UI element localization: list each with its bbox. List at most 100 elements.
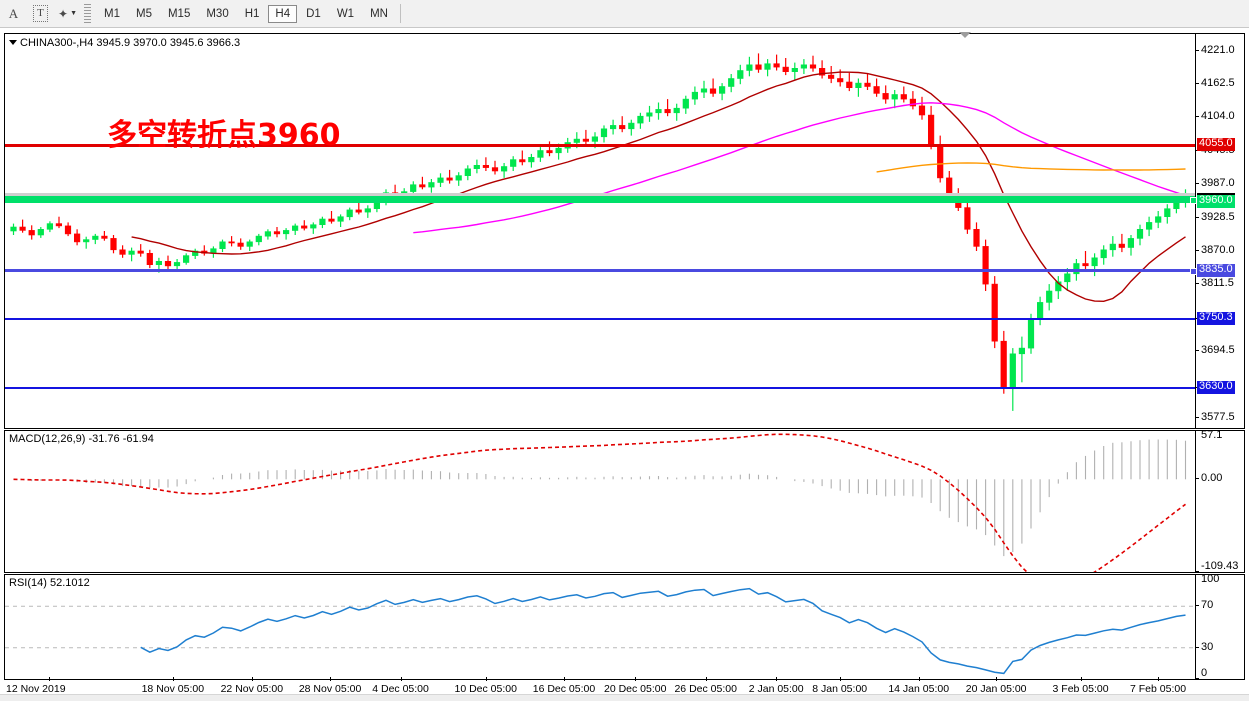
rsi-tick-label: 0 <box>1201 667 1208 679</box>
tick-mark <box>1196 82 1199 84</box>
tick-mark <box>1196 49 1199 51</box>
text-tool-icon[interactable]: A <box>8 5 19 21</box>
pivot-3960-line[interactable] <box>5 196 1195 204</box>
resistance-4055-axis-label[interactable]: 4055.0 <box>1197 137 1235 152</box>
collapse-triangle-icon[interactable] <box>9 40 17 45</box>
level-value: 3750.3 <box>1199 311 1233 324</box>
macd-signal-line <box>13 433 1186 572</box>
tick-mark <box>1196 216 1199 218</box>
time-tick <box>635 677 637 681</box>
time-tick <box>705 677 707 681</box>
time-axis-label: 2 Jan 05:00 <box>748 683 804 695</box>
timeframe-m1[interactable]: M1 <box>104 7 120 20</box>
price-chart-panel[interactable]: 多空转折点3960 4221.04162.54104.04045.53987.0… <box>4 33 1245 429</box>
support-3750-axis-label[interactable]: 3750.3 <box>1197 311 1235 326</box>
tick-mark <box>1196 478 1199 480</box>
timeframe-mn[interactable]: MN <box>370 7 388 20</box>
time-axis-label: 10 Dec 05:00 <box>454 683 517 695</box>
time-axis-label: 3 Feb 05:00 <box>1052 683 1109 695</box>
tick-mark <box>1196 430 1199 431</box>
support-3835-axis-label[interactable]: 3835.0 <box>1197 262 1235 277</box>
time-axis-label: 28 Nov 05:00 <box>298 683 362 695</box>
rsi-header: RSI(14) 52.1012 <box>9 577 90 589</box>
resistance-4055-line[interactable] <box>5 143 1195 147</box>
objects-glyph: ✦ <box>58 6 69 21</box>
timeframe-h1[interactable]: H1 <box>244 7 260 20</box>
time-tick <box>251 677 253 681</box>
time-axis-label: 14 Jan 05:00 <box>888 683 950 695</box>
time-tick <box>172 677 174 681</box>
macd-axis: 57.1 0.00 -109.43 <box>1195 429 1244 572</box>
timeframe-d1[interactable]: D1 <box>306 7 321 20</box>
ma-fast-line <box>131 71 1186 303</box>
price-panel-header: CHINA300-,H4 3945.9 3970.0 3945.6 3966.3 <box>9 37 240 49</box>
price-axis[interactable]: 4221.04162.54104.04045.53987.03928.53870… <box>1190 34 1244 428</box>
support-3750-line[interactable] <box>5 318 1195 321</box>
rsi-plot-area[interactable] <box>5 575 1195 679</box>
ma-slow-line <box>876 162 1186 173</box>
time-axis-label: 12 Nov 2019 <box>6 683 66 695</box>
timeframe-m5[interactable]: M5 <box>135 7 152 20</box>
time-tick <box>563 677 565 681</box>
ma-mid-line <box>413 102 1186 234</box>
price-tick-label: 3870.0 <box>1201 243 1235 256</box>
chart-top-marker-icon[interactable] <box>959 32 971 38</box>
tick-mark <box>1196 249 1199 251</box>
time-axis-label: 20 Jan 05:00 <box>965 683 1027 695</box>
time-tick <box>839 677 841 681</box>
timeframe-group: M1 M5 M15 M30 H1 H4 D1 W1 MN <box>96 4 396 23</box>
tick-mark <box>1196 417 1199 418</box>
price-tick-label: 3987.0 <box>1201 177 1235 190</box>
text-label-tool-icon[interactable]: T <box>27 3 54 24</box>
macd-panel[interactable]: 57.1 0.00 -109.43 MACD(12,26,9) -31.76 -61… <box>4 429 1245 573</box>
macd-tick-label: 57.1 <box>1201 429 1223 441</box>
level-value: 3835.0 <box>1199 262 1233 275</box>
price-plot-area[interactable]: 多空转折点3960 <box>5 34 1195 428</box>
timeframe-m15[interactable]: M15 <box>167 7 191 20</box>
support-3630-line[interactable] <box>5 387 1195 390</box>
time-axis-label: 7 Feb 05:00 <box>1129 683 1187 695</box>
time-axis-label: 4 Dec 05:00 <box>372 683 429 695</box>
macd-svg <box>13 433 1187 572</box>
time-tick <box>48 677 50 681</box>
price-tick-label: 4221.0 <box>1201 43 1235 56</box>
pivot-3960-shadow <box>5 192 1195 196</box>
time-tick <box>400 677 402 681</box>
time-tick <box>1158 677 1160 681</box>
toolbar-drag-handle[interactable] <box>84 4 91 23</box>
support-3835-drag-handle[interactable] <box>1190 267 1197 275</box>
time-tick <box>330 677 332 681</box>
level-value: 3960.0 <box>1199 193 1233 206</box>
tick-mark <box>1196 350 1199 352</box>
price-tick-label: 3811.5 <box>1201 277 1234 290</box>
rsi-tick-label: 70 <box>1201 599 1214 612</box>
price-tick-label: 4162.5 <box>1201 76 1235 89</box>
time-axis[interactable]: 12 Nov 2019 18 Nov 05:00 22 Nov 05:00 28 No… <box>4 677 1245 697</box>
time-axis-label: 8 Jan 05:00 <box>812 683 868 695</box>
tick-mark <box>1196 605 1199 607</box>
time-axis-label: 16 Dec 05:00 <box>532 683 596 695</box>
chevron-down-icon[interactable]: ▼ <box>70 10 77 17</box>
time-axis-label: 20 Dec 05:00 <box>603 683 667 695</box>
tick-mark <box>1196 116 1199 118</box>
timeframe-m30[interactable]: M30 <box>206 7 229 20</box>
macd-tick-label: -109.43 <box>1201 560 1239 572</box>
pivot-3960-axis-label[interactable]: 3960.0 <box>1197 192 1235 208</box>
time-tick <box>776 677 778 681</box>
support-3630-axis-label[interactable]: 3630.0 <box>1197 380 1235 395</box>
timeframe-h4[interactable]: H4 <box>268 4 298 23</box>
pivot-3960-drag-handle[interactable] <box>1190 196 1197 204</box>
text-label-glyph: T <box>33 5 48 22</box>
macd-header: MACD(12,26,9) -31.76 -61.94 <box>9 433 154 445</box>
time-axis-label: 22 Nov 05:00 <box>220 683 284 695</box>
level-value: 3630.0 <box>1199 380 1233 393</box>
objects-tool-icon[interactable]: ✦ ▼ <box>54 3 81 24</box>
tick-mark <box>1196 678 1199 679</box>
rsi-tick-label: 100 <box>1201 573 1220 585</box>
rsi-panel[interactable]: 100 70 30 0 RSI(14) 52.1012 <box>4 573 1245 680</box>
support-3835-line[interactable] <box>5 269 1195 273</box>
macd-plot-area[interactable] <box>5 431 1195 572</box>
timeframe-w1[interactable]: W1 <box>336 7 355 20</box>
tick-mark <box>1196 574 1199 575</box>
